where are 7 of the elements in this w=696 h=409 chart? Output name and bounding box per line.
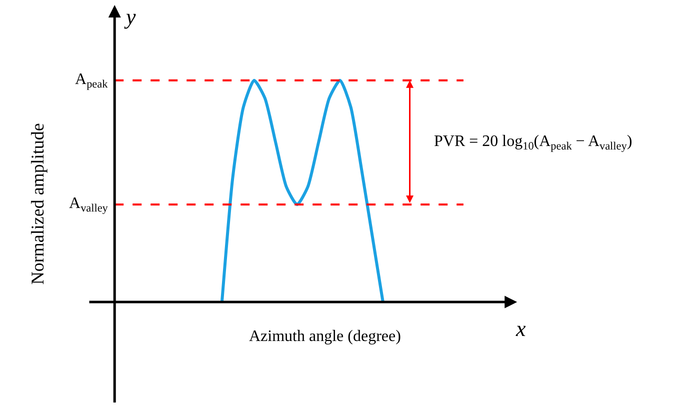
ref-line-label: A$_{peak}$: [75, 71, 108, 90]
ref-line-label: A$_{valley}$: [69, 195, 108, 214]
text: y: [124, 4, 136, 29]
text: x: [515, 316, 526, 341]
x-axis-title: Azimuth angle (degree): [249, 328, 401, 345]
annotation: PVR = 20 log$_{10}$(A$_{peak}$ − A$_{valley}$): [434, 133, 632, 152]
y-axis-title: Normalized amplitude: [28, 123, 48, 285]
